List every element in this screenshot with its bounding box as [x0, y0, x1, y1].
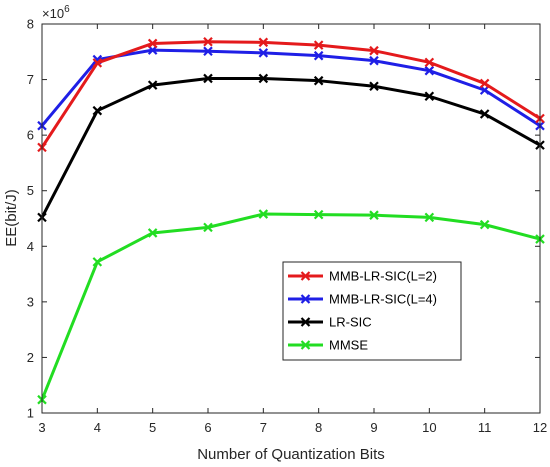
x-axis-label: Number of Quantization Bits [197, 446, 385, 463]
data-point [203, 73, 213, 84]
legend-label: MMB-LR-SIC(L=4) [329, 292, 437, 307]
y-tick-label: 3 [27, 294, 34, 309]
series-MMB-LR-SIC(L=2) [37, 37, 545, 153]
x-tick-label: 11 [478, 420, 492, 435]
x-tick-label: 6 [204, 420, 211, 435]
data-point [203, 37, 213, 47]
y-multiplier-exponent: 6 [64, 4, 70, 15]
series-line [40, 48, 541, 127]
data-point [424, 91, 435, 102]
x-axis: 3 4 5 6 7 8 9 10 11 12 [38, 24, 547, 435]
series-line [40, 40, 541, 149]
data-point [258, 209, 269, 219]
y-tick-label: 7 [27, 72, 34, 87]
data-point [479, 78, 490, 89]
legend-label: MMSE [329, 338, 368, 353]
data-point [203, 222, 213, 233]
data-point [147, 38, 158, 49]
data-point [424, 57, 435, 68]
data-point [300, 271, 311, 281]
y-multiplier: ×106 [42, 4, 70, 21]
x-tick-label: 4 [94, 420, 101, 435]
data-point [479, 109, 490, 119]
y-axis-label: EE(bit/J) [3, 189, 20, 247]
x-tick-label: 3 [38, 420, 45, 435]
legend-item: MMB-LR-SIC(L=4) [288, 292, 437, 307]
data-point [313, 75, 324, 86]
data-point [424, 212, 435, 223]
legend-label: MMB-LR-SIC(L=2) [329, 269, 437, 284]
x-tick-label: 8 [315, 420, 322, 435]
data-point [479, 219, 490, 230]
y-axis: 1 2 3 4 5 6 7 8 [27, 17, 540, 421]
y-tick-label: 1 [27, 406, 34, 421]
data-point [313, 209, 324, 220]
data-point [424, 65, 435, 76]
data-point [300, 294, 311, 304]
y-tick-label: 6 [27, 128, 34, 143]
data-point [147, 80, 158, 90]
y-tick-label: 2 [27, 350, 34, 365]
data-point [258, 73, 269, 84]
legend-label: LR-SIC [329, 315, 372, 330]
data-point [313, 50, 324, 61]
series-layer [37, 37, 545, 405]
legend-item: MMSE [288, 338, 368, 353]
data-point [369, 55, 379, 66]
data-point [300, 317, 311, 327]
x-tick-label: 12 [533, 420, 547, 435]
data-point [369, 81, 379, 92]
series-MMB-LR-SIC(L=4) [37, 45, 545, 131]
data-point [369, 45, 379, 56]
y-tick-label: 5 [27, 183, 34, 198]
data-point [203, 46, 213, 57]
series-line [40, 212, 541, 401]
data-point [313, 40, 324, 50]
series-line [40, 76, 541, 219]
data-point [300, 340, 311, 350]
x-tick-label: 9 [370, 420, 377, 435]
data-point [147, 228, 158, 238]
data-point [92, 257, 103, 267]
data-point [92, 58, 103, 68]
x-tick-label: 5 [149, 420, 156, 435]
data-point [369, 210, 379, 220]
y-multiplier-base: ×10 [42, 6, 64, 21]
data-point [258, 37, 269, 48]
legend-box [282, 261, 462, 361]
data-point [258, 48, 269, 58]
y-tick-label: 8 [27, 17, 34, 32]
x-tick-label: 7 [260, 420, 267, 435]
series-MMSE [37, 209, 545, 405]
legend-item: MMB-LR-SIC(L=2) [288, 269, 437, 284]
x-tick-label: 10 [422, 420, 436, 435]
data-point [92, 105, 103, 116]
series-LR-SIC [37, 73, 545, 223]
plot-frame [41, 23, 541, 414]
y-tick-label: 4 [27, 239, 34, 254]
legend: MMB-LR-SIC(L=2) MMB-LR-SIC(L=4) LR-SIC MMSE [282, 261, 462, 361]
legend-item: LR-SIC [288, 315, 372, 330]
